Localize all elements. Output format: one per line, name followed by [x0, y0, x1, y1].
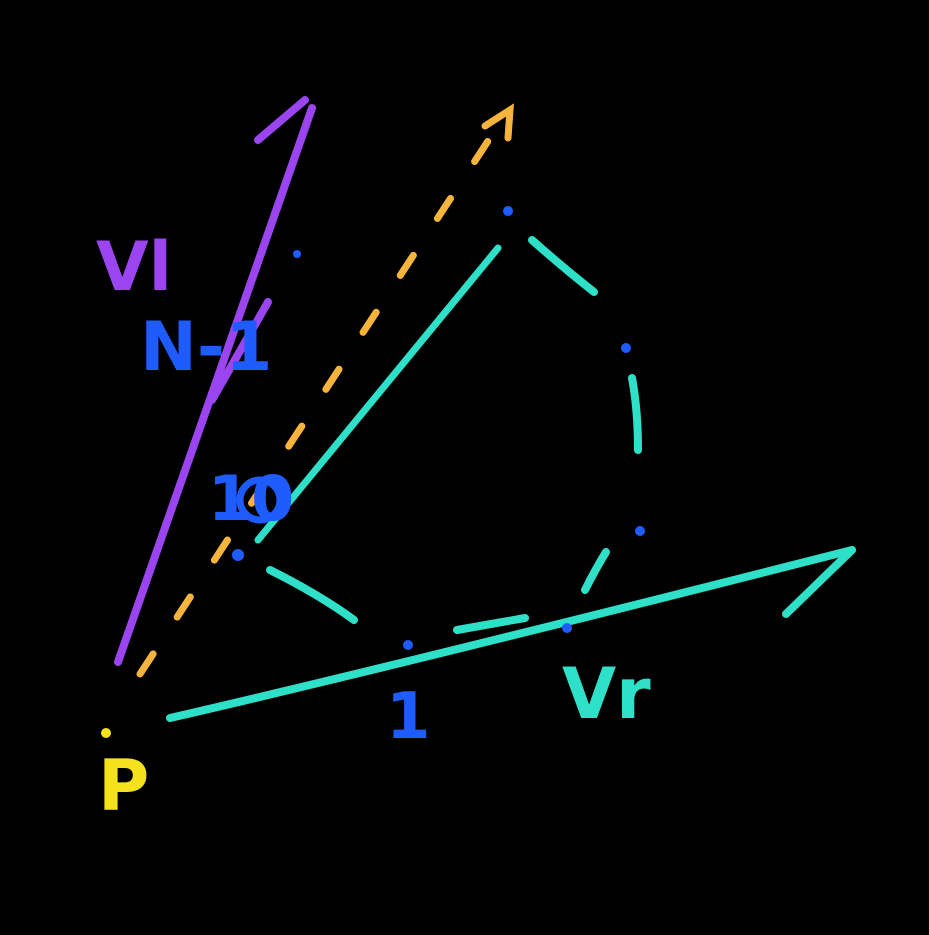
left-vector — [114, 96, 316, 666]
dashed-curve — [266, 236, 642, 634]
dashed-vector-shaft — [136, 111, 509, 678]
right-vector — [166, 546, 856, 722]
blue-circle — [236, 476, 284, 524]
label-left-distance: N-1 — [140, 308, 272, 387]
label-bottom-value: 1 — [386, 680, 431, 754]
point-dot — [101, 728, 111, 738]
curve-dash-4 — [453, 614, 529, 634]
blue-dot-bottom — [403, 640, 413, 650]
blue-dot-right-lower — [635, 526, 645, 536]
blue-dot-center — [232, 549, 244, 561]
left-vector-inner-line — [208, 298, 272, 404]
blue-dot-top — [503, 206, 513, 216]
label-center-value: 10 — [208, 462, 294, 535]
blue-dot-right — [621, 343, 631, 353]
label-point: P — [98, 745, 149, 827]
curve-dash-3 — [581, 548, 610, 594]
label-left-vector: Vl — [96, 228, 172, 307]
curve-dash-1 — [528, 236, 598, 296]
right-vector-arrowhead — [782, 546, 856, 618]
left-vector-arrowhead — [254, 96, 309, 144]
curve-dash-5 — [266, 566, 358, 624]
center-line — [254, 244, 502, 544]
dashed-vector-arrowhead — [481, 103, 514, 142]
blue-dot-left — [293, 250, 301, 258]
right-vector-shaft — [166, 546, 856, 722]
dashed-vector — [136, 103, 514, 678]
label-right-vector: Vr — [562, 653, 651, 735]
curve-dash-2 — [628, 374, 642, 454]
blue-marks — [232, 206, 645, 650]
blue-dot-bottom-right — [562, 623, 572, 633]
left-vector-shaft — [114, 104, 316, 666]
